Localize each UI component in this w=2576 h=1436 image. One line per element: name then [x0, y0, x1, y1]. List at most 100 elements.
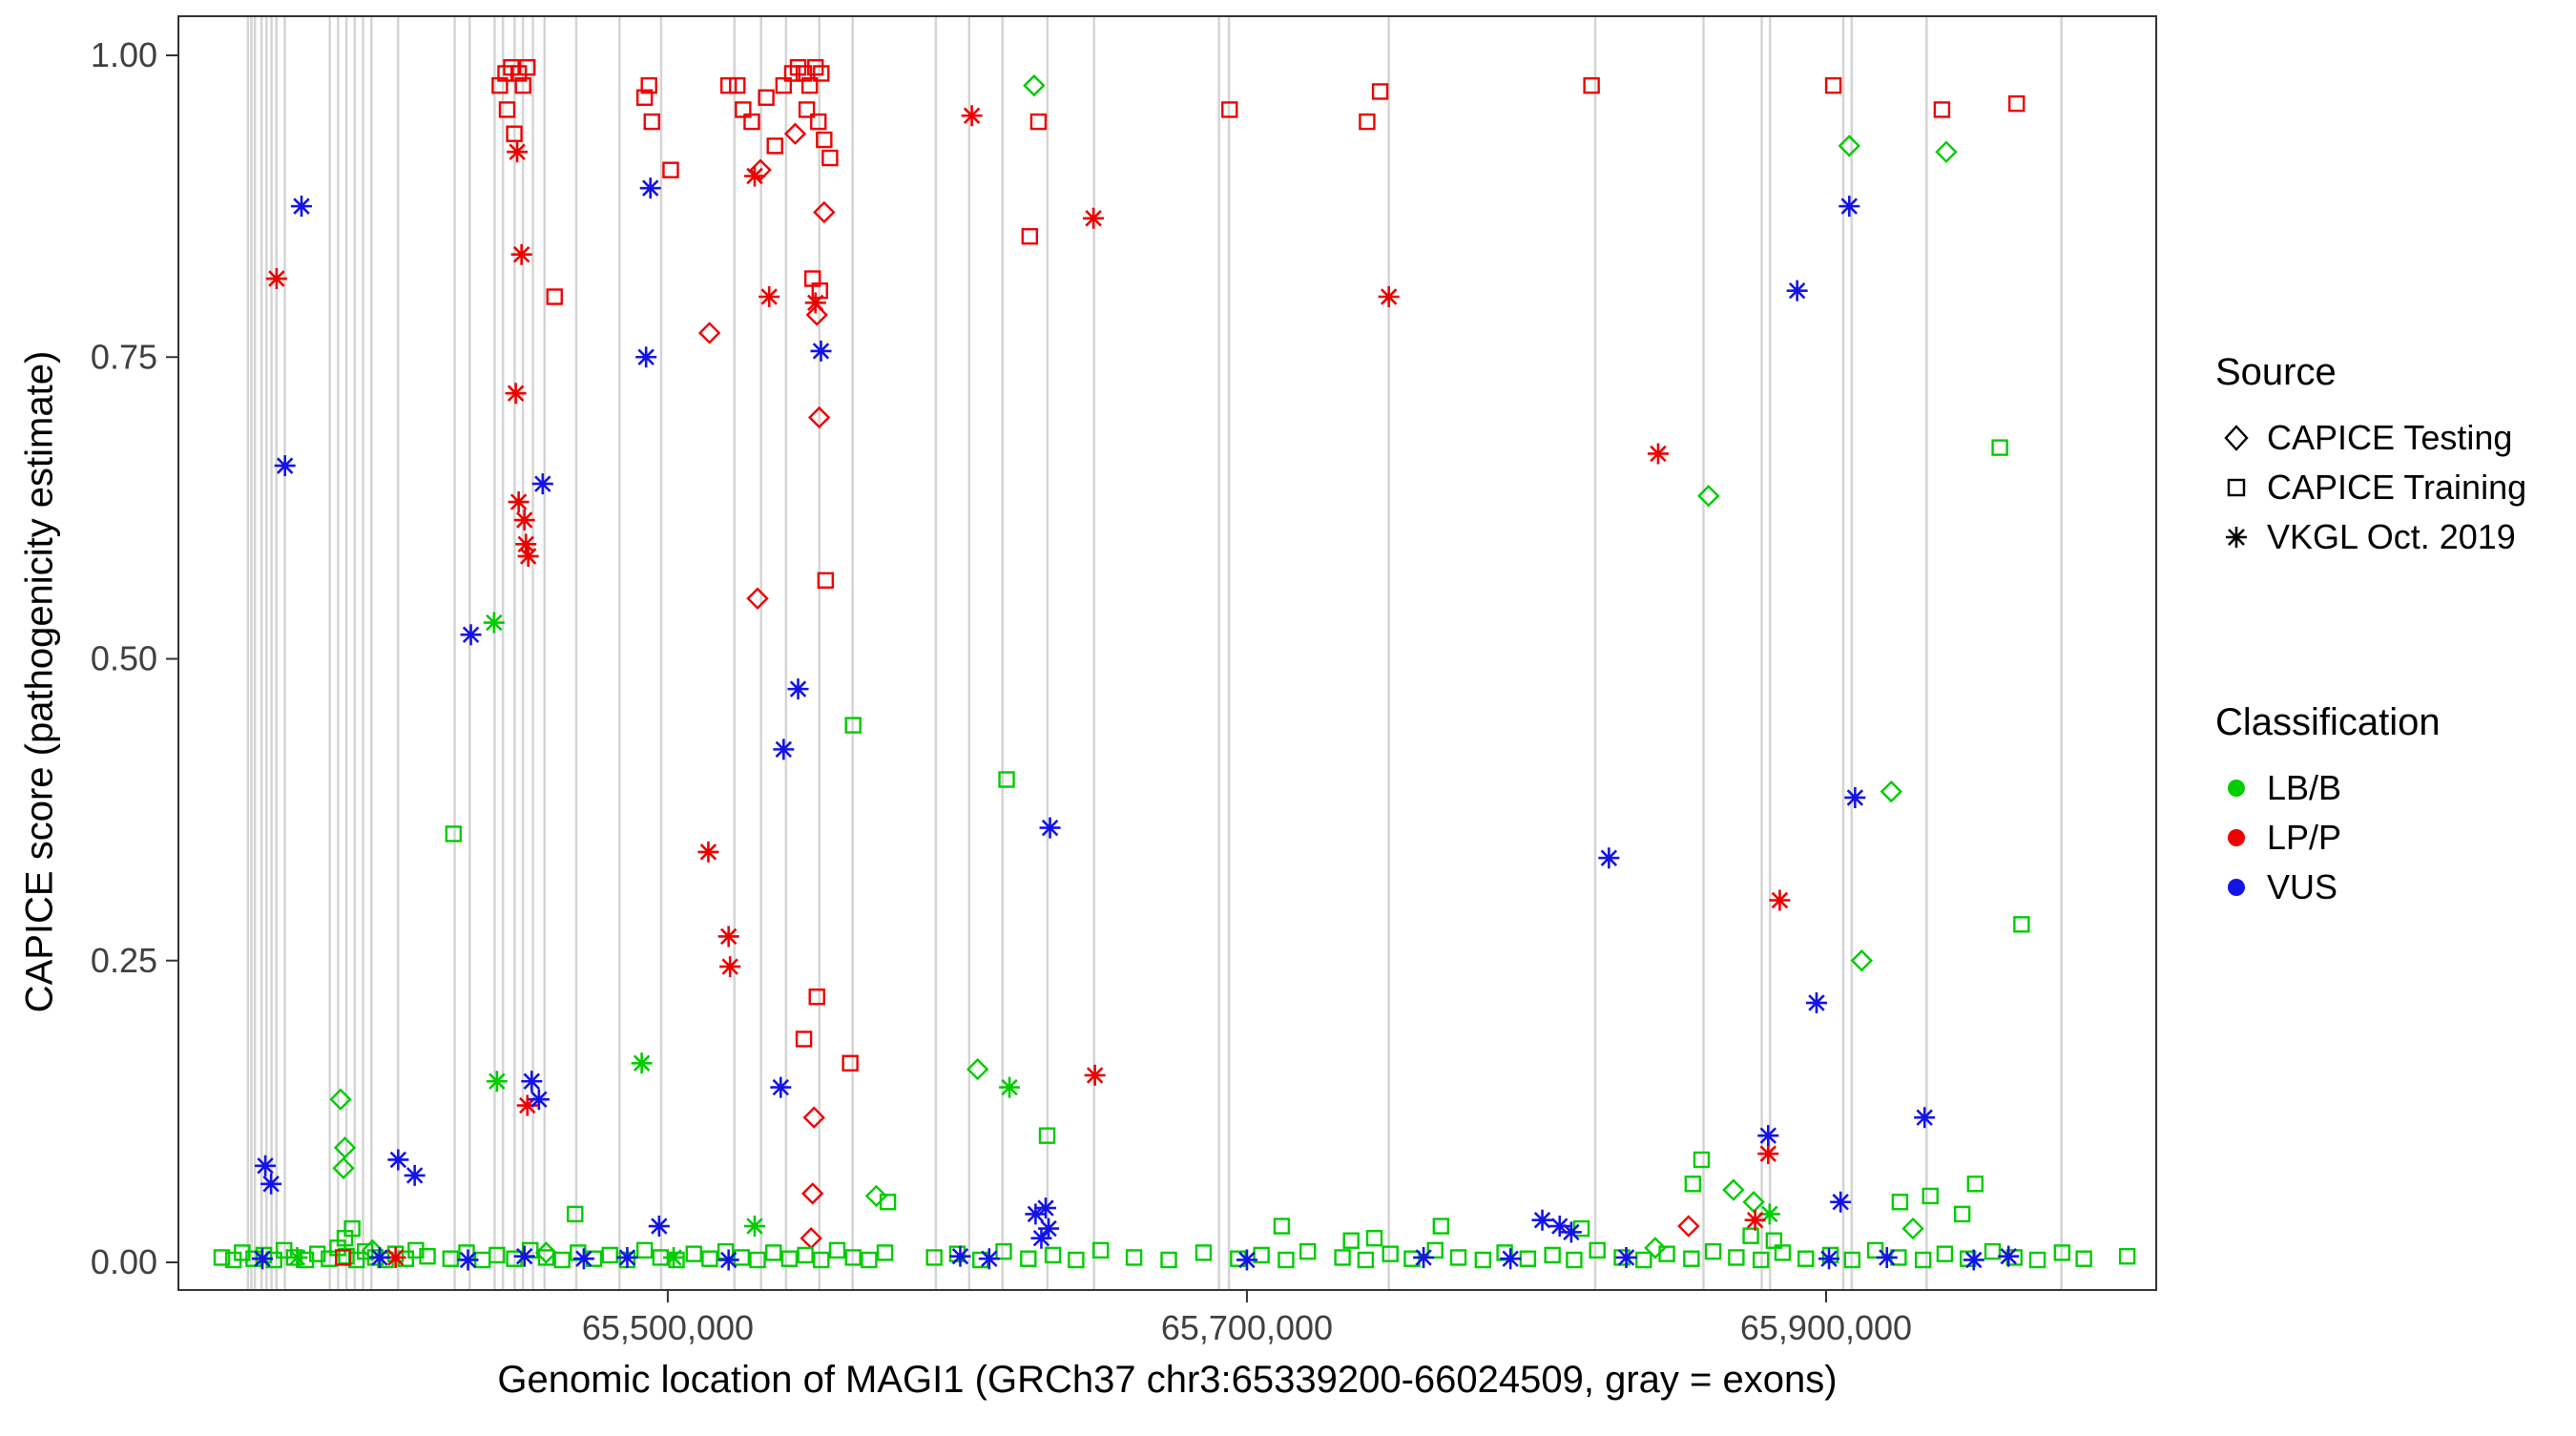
data-point	[697, 322, 721, 344]
data-point	[810, 113, 827, 131]
data-point	[800, 76, 819, 94]
data-point	[1021, 228, 1039, 245]
data-point	[1758, 1203, 1780, 1225]
data-point	[1068, 1251, 1085, 1269]
y-tick-label: 0.25	[91, 941, 157, 980]
data-point	[1757, 1125, 1779, 1147]
data-point	[717, 1249, 739, 1271]
data-point	[1413, 1246, 1435, 1268]
data-point	[1334, 1249, 1351, 1266]
data-point	[1728, 1249, 1745, 1266]
data-point	[1083, 207, 1105, 229]
data-point	[697, 841, 719, 863]
data-point	[635, 89, 654, 106]
data-point	[1548, 1216, 1570, 1238]
data-point	[1850, 949, 1874, 972]
data-point	[639, 177, 661, 199]
data-point	[746, 587, 769, 610]
data-point	[329, 1088, 352, 1111]
data-point	[1091, 1241, 1110, 1259]
data-point	[733, 1249, 751, 1266]
data-point	[808, 988, 825, 1006]
data-point	[807, 406, 831, 429]
legend-label: VUS	[2267, 867, 2338, 906]
data-point	[735, 101, 752, 118]
data-point	[1742, 1227, 1759, 1244]
legend-label: CAPICE Training	[2267, 468, 2527, 507]
data-point	[338, 1247, 355, 1265]
data-point	[1722, 1178, 1745, 1201]
data-point	[1658, 1245, 1675, 1262]
data-point	[828, 1241, 846, 1259]
data-point	[813, 65, 830, 82]
data-point	[1839, 196, 1860, 218]
data-point	[1797, 1250, 1815, 1267]
data-point	[773, 739, 795, 760]
data-point	[1125, 1249, 1143, 1266]
data-point	[483, 612, 505, 634]
data-point	[1299, 1242, 1317, 1260]
data-point	[1805, 992, 1827, 1014]
data-point	[1278, 1251, 1295, 1269]
data-point	[816, 131, 833, 149]
data-point	[876, 1244, 894, 1261]
data-point	[663, 1246, 685, 1268]
data-point	[515, 533, 537, 555]
data-point	[1933, 101, 1951, 118]
data-point	[1365, 1229, 1383, 1247]
data-point	[719, 76, 737, 94]
y-axis-title: CAPICE score (pathogenicity estimate)	[18, 350, 61, 1013]
data-point	[1914, 1251, 1932, 1269]
data-point	[517, 545, 539, 567]
data-point	[743, 165, 765, 187]
data-point	[1966, 1176, 1984, 1193]
data-point	[528, 1089, 550, 1111]
data-point	[510, 243, 532, 265]
legend-item-vus: VUS	[2215, 863, 2441, 912]
data-point	[537, 1249, 555, 1266]
data-point	[567, 1205, 584, 1223]
data-point	[274, 455, 296, 477]
data-point	[821, 149, 839, 167]
data-point	[1843, 1251, 1861, 1269]
data-point	[252, 1248, 274, 1270]
data-point	[1020, 1250, 1037, 1267]
y-tick-label: 0.50	[91, 639, 157, 678]
data-point	[766, 137, 783, 155]
data-point	[1560, 1221, 1582, 1243]
data-point	[260, 1173, 282, 1195]
data-point	[998, 771, 1015, 788]
data-point	[286, 1246, 308, 1268]
data-point	[1876, 1246, 1898, 1268]
data-point	[805, 303, 828, 326]
data-point	[844, 717, 862, 734]
data-point	[1936, 1245, 1954, 1262]
data-point	[1038, 1127, 1056, 1144]
data-point	[817, 572, 835, 589]
dot-icon	[2228, 829, 2245, 846]
data-point	[333, 1136, 357, 1159]
data-point	[1357, 1251, 1375, 1269]
data-point	[1693, 1151, 1711, 1169]
data-point	[925, 1249, 943, 1266]
data-point	[507, 141, 529, 163]
data-point	[701, 1250, 718, 1267]
data-point	[1500, 1248, 1522, 1270]
data-point	[743, 113, 760, 131]
data-point	[1195, 1244, 1213, 1261]
data-point	[1998, 1245, 2020, 1267]
y-tick-label: 0.00	[91, 1242, 157, 1281]
data-point	[2028, 1251, 2046, 1269]
data-point	[384, 1246, 406, 1268]
data-point	[2013, 916, 2030, 933]
data-point	[1378, 286, 1400, 307]
data-point	[1635, 1251, 1652, 1269]
data-point	[2008, 94, 2025, 113]
data-point	[1273, 1217, 1291, 1235]
data-point	[1044, 1246, 1062, 1264]
data-point	[1786, 280, 1808, 302]
data-point	[1684, 1176, 1702, 1193]
data-point	[802, 1106, 825, 1129]
data-point	[1030, 1227, 1052, 1249]
data-point	[553, 1251, 571, 1269]
